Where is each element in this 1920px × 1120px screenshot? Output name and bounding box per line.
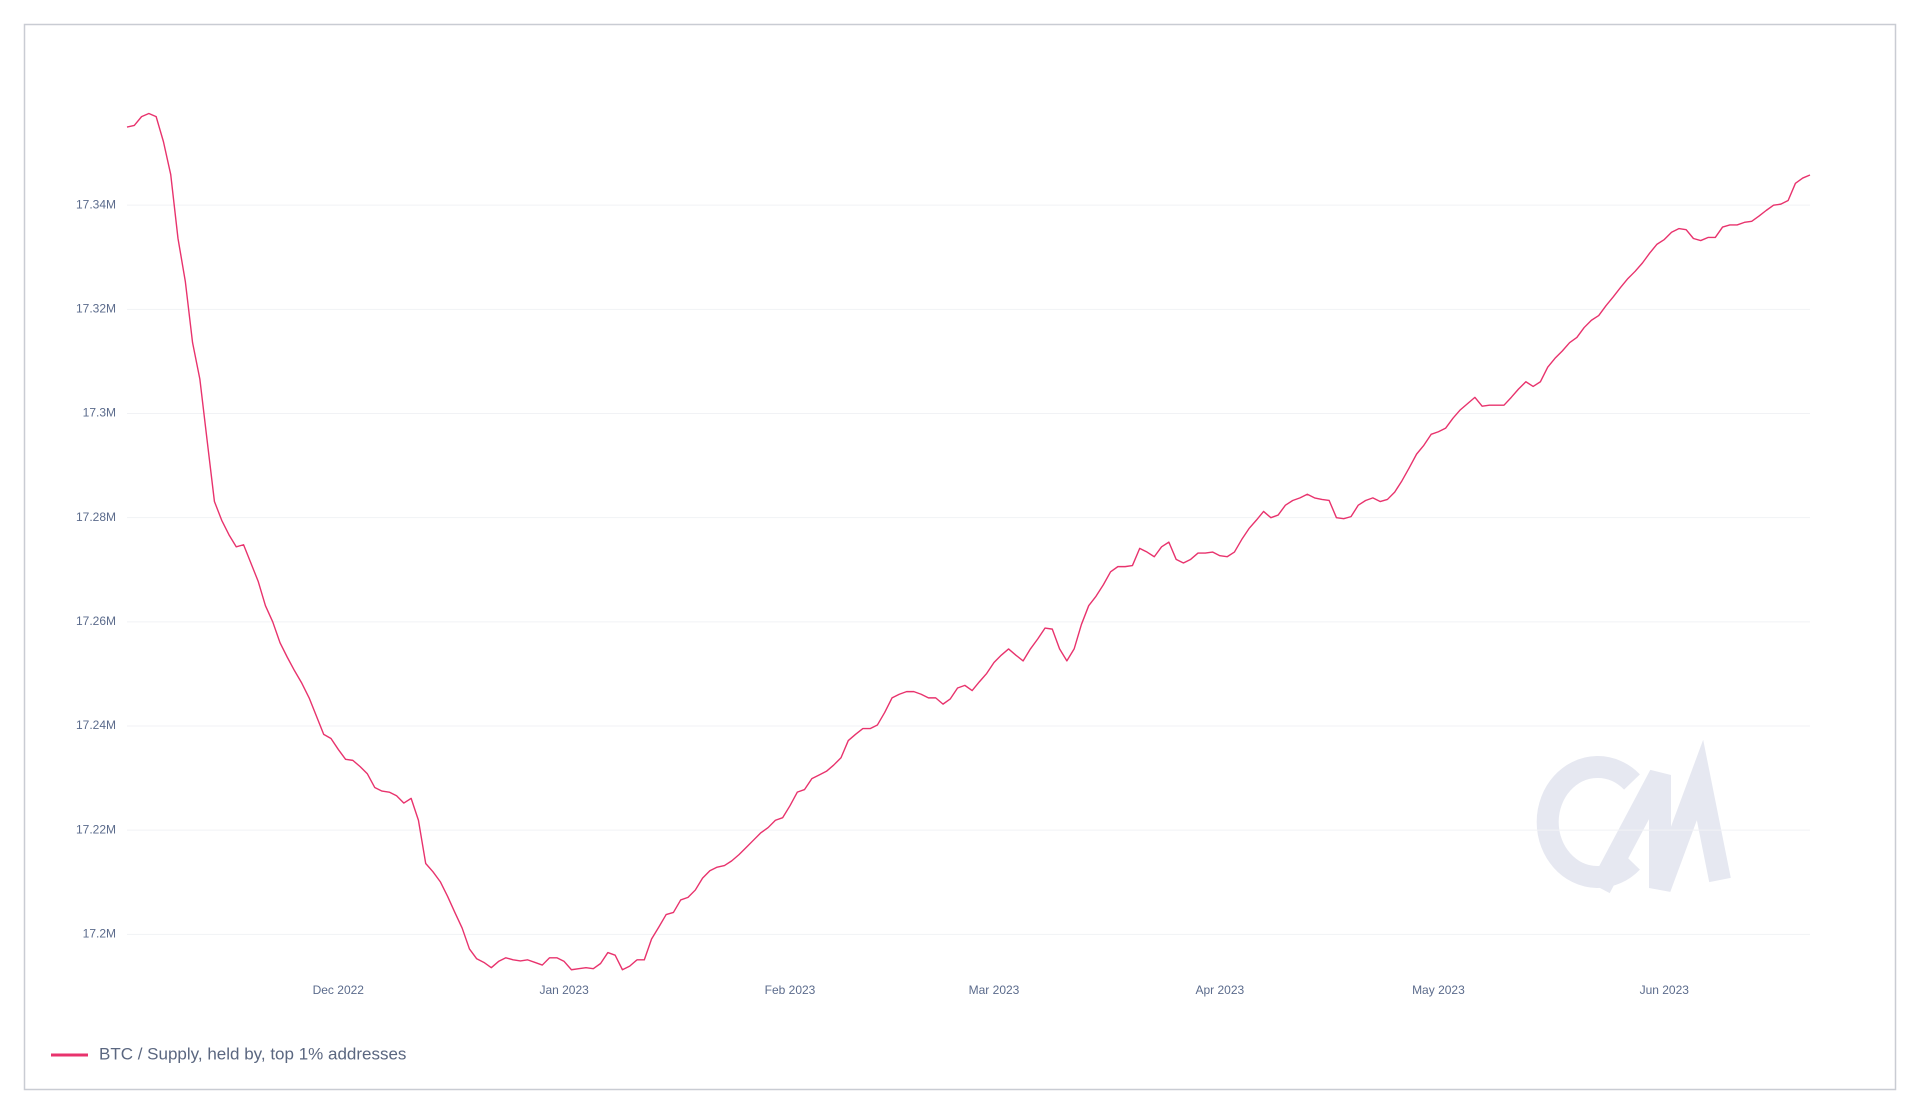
watermark-m: [1590, 739, 1731, 894]
y-tick-label: 17.32M: [76, 302, 116, 316]
x-tick-label: Apr 2023: [1196, 983, 1245, 997]
y-tick-label: 17.22M: [76, 822, 116, 836]
x-tick-label: Jan 2023: [539, 983, 589, 997]
y-tick-label: 17.34M: [76, 197, 116, 211]
legend-label: BTC / Supply, held by, top 1% addresses: [99, 1044, 406, 1063]
x-tick-label: Jun 2023: [1640, 983, 1690, 997]
y-tick-label: 17.26M: [76, 614, 116, 628]
x-tick-label: Mar 2023: [969, 983, 1020, 997]
data-line: [126, 112, 1811, 971]
x-tick-label: May 2023: [1412, 983, 1465, 997]
y-tick-label: 17.3M: [83, 406, 116, 420]
watermark: [1536, 739, 1731, 894]
y-tick-label: 17.28M: [76, 510, 116, 524]
y-tick-label: 17.24M: [76, 718, 116, 732]
chart-frame: [23, 23, 1897, 1091]
x-tick-label: Dec 2022: [313, 983, 365, 997]
y-tick-label: 17.2M: [83, 927, 116, 941]
x-tick-label: Feb 2023: [765, 983, 816, 997]
